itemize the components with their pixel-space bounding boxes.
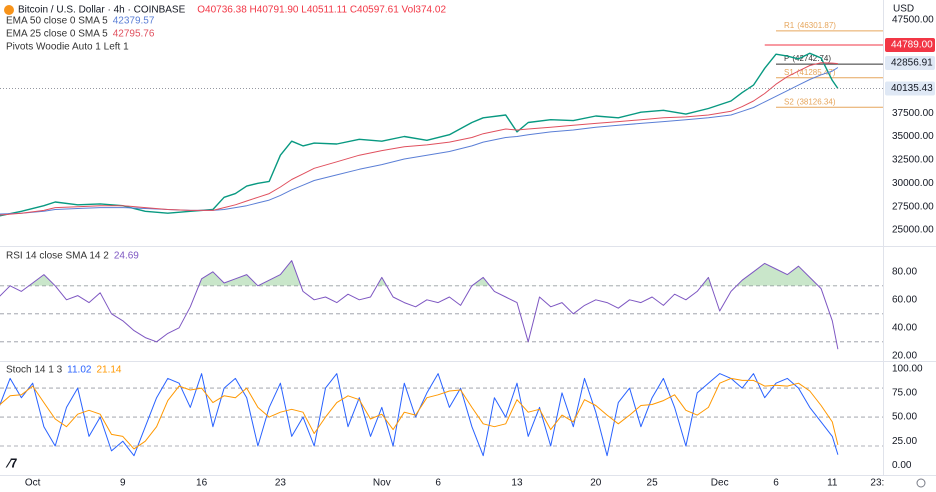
x-tick-label: 11 [827,478,838,489]
indicator-value: 42795.76 [113,29,155,40]
pivot-name: S1 [784,68,794,77]
x-tick-label: Nov [373,478,391,489]
y-tick-label: 30000.00 [892,178,934,189]
pivot-label: (46301.87) [797,21,836,30]
price-badge-label: 40135.43 [891,83,933,94]
indicator-legend: RSI 14 close SMA 14 2 [6,251,109,262]
y-tick-label: 37500.00 [892,108,934,119]
x-tick-label: 6 [773,478,779,489]
x-tick-label: Dec [711,478,729,489]
y-tick-label: 27500.00 [892,201,934,212]
x-tick-label: Oct [25,478,41,489]
x-tick-label: 20 [590,478,602,489]
y-tick-label: 50.00 [892,412,917,423]
y-tick-label: 47500.00 [892,14,934,25]
pivot-label: (41285.47) [797,68,836,77]
indicator-legend: Pivots Woodie Auto 1 Left 1 [6,42,129,53]
y-tick-label: 25.00 [892,436,917,447]
ohlc: O40736.38 H40791.90 L40511.11 C40597.61 … [197,5,446,16]
pivot-label: (38126.34) [797,97,836,106]
series-line [0,377,839,450]
pivot-label: (42742.74) [792,54,831,63]
price-badge [885,56,935,71]
x-tick-label: 23: [870,478,884,489]
settings-icon [916,478,926,488]
series-line [0,373,839,457]
x-tick-label: 6 [435,478,441,489]
y-tick-label: 25000.00 [892,225,934,236]
pivot-name: R1 [784,21,795,30]
currency: USD [893,4,914,15]
y-tick-label: 100.00 [892,363,923,374]
x-tick-label: 25 [647,478,659,489]
price-badge-label: 42856.91 [891,58,933,69]
series-line [0,52,839,217]
indicator-value: 24.69 [114,251,139,262]
x-tick-label: 23 [275,478,287,489]
logo: ⁄7 [5,455,17,470]
price-badge-label: 44789.00 [891,40,933,51]
indicator-value: 21.14 [96,365,121,376]
y-tick-label: 35000.00 [892,131,934,142]
series-line [0,62,838,216]
pivot-name: S2 [784,97,794,106]
price-badge [885,81,935,96]
indicator-value: 42379.57 [113,16,155,27]
y-tick-label: 20.00 [892,350,917,361]
indicator-legend: EMA 50 close 0 SMA 5 [6,16,108,27]
indicator-legend: EMA 25 close 0 SMA 5 [6,29,108,40]
y-tick-label: 0.00 [892,460,912,471]
x-tick-label: 16 [196,478,208,489]
x-tick-label: 13 [511,478,523,489]
y-tick-label: 75.00 [892,388,917,399]
chart-title: Bitcoin / U.S. Dollar · 4h · COINBASE [18,5,186,16]
pivot-name: P [784,54,789,63]
y-tick-label: 40.00 [892,322,917,333]
y-tick-label: 60.00 [892,294,917,305]
price-badge [885,37,935,52]
coin-icon [4,5,14,15]
y-tick-label: 80.00 [892,266,917,277]
x-tick-label: 9 [120,478,126,489]
indicator-legend: Stoch 14 1 3 [6,365,63,376]
indicator-value: 11.02 [67,365,92,376]
tradingview-logo: ⁄7 [5,455,17,470]
y-tick-label: 32500.00 [892,155,934,166]
series-line [0,260,839,350]
